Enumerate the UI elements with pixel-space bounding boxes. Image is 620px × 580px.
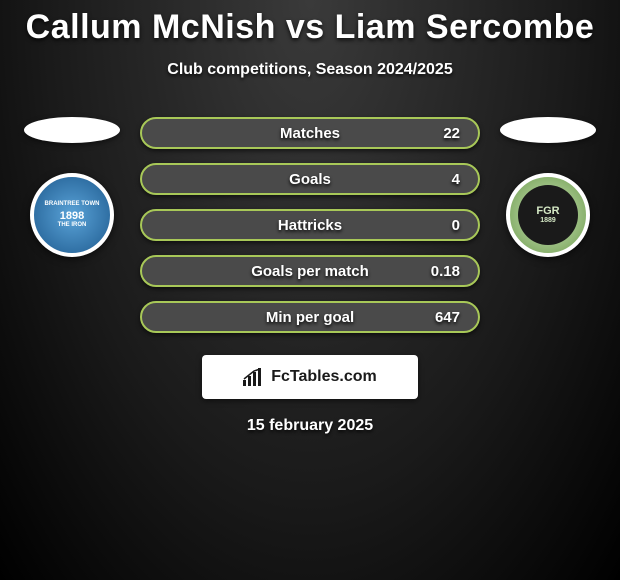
badge-left-bottom: THE IRON xyxy=(58,222,87,229)
club-badge-left: BRAINTREE TOWN 1898 THE IRON xyxy=(30,173,114,257)
right-player-col: FGR 1889 xyxy=(498,117,598,257)
player-silhouette-left xyxy=(24,117,120,143)
stat-label: Goals xyxy=(289,171,331,188)
badge-left-year: 1898 xyxy=(60,210,84,222)
stat-row-goals: Goals 4 xyxy=(140,163,480,195)
stat-row-goals-per-match: Goals per match 0.18 xyxy=(140,255,480,287)
badge-right-inner: FGR 1889 xyxy=(518,185,578,245)
date-label: 15 february 2025 xyxy=(0,417,620,435)
stat-label: Goals per match xyxy=(251,263,369,280)
player-silhouette-right xyxy=(500,117,596,143)
stat-right-value: 22 xyxy=(420,125,460,142)
stat-row-hattricks: Hattricks 0 xyxy=(140,209,480,241)
stat-right-value: 4 xyxy=(420,171,460,188)
badge-right-year: 1889 xyxy=(540,217,556,225)
subtitle: Club competitions, Season 2024/2025 xyxy=(0,61,620,79)
brand-box: FcTables.com xyxy=(202,355,418,399)
stat-right-value: 647 xyxy=(420,309,460,326)
badge-left-top: BRAINTREE TOWN xyxy=(45,201,100,208)
page-title: Callum McNish vs Liam Sercombe xyxy=(0,8,620,47)
stat-label: Matches xyxy=(280,125,340,142)
brand-label: FcTables.com xyxy=(271,368,377,386)
chart-bars-icon xyxy=(243,368,265,386)
stat-row-min-per-goal: Min per goal 647 xyxy=(140,301,480,333)
comparison-card: Callum McNish vs Liam Sercombe Club comp… xyxy=(0,0,620,435)
stat-right-value: 0.18 xyxy=(420,263,460,280)
stat-row-matches: Matches 22 xyxy=(140,117,480,149)
stats-column: Matches 22 Goals 4 Hattricks 0 Goals per… xyxy=(140,117,480,333)
main-row: BRAINTREE TOWN 1898 THE IRON Matches 22 … xyxy=(0,117,620,333)
stat-right-value: 0 xyxy=(420,217,460,234)
left-player-col: BRAINTREE TOWN 1898 THE IRON xyxy=(22,117,122,257)
badge-right-abbrev: FGR xyxy=(536,205,559,217)
stat-label: Hattricks xyxy=(278,217,342,234)
club-badge-right: FGR 1889 xyxy=(506,173,590,257)
stat-label: Min per goal xyxy=(266,309,354,326)
